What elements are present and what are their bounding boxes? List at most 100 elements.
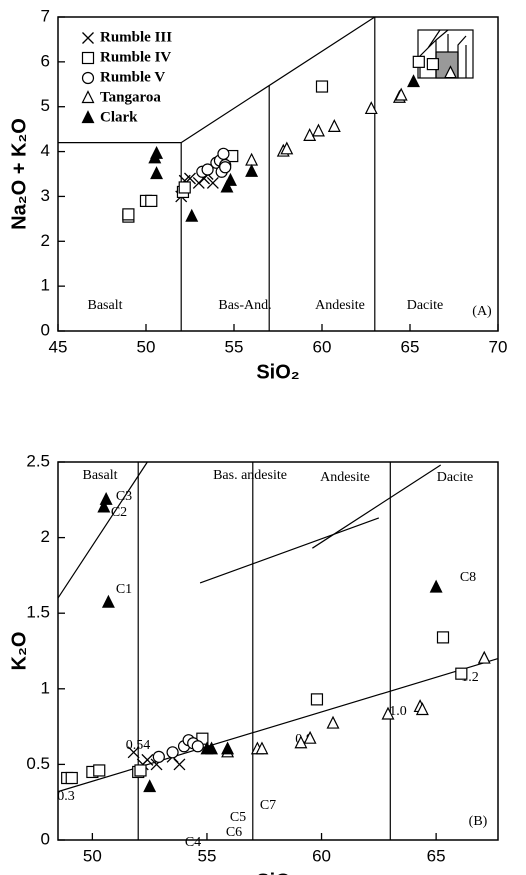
marker-triangle [303,730,317,744]
marker-x [141,753,154,766]
marker-square [93,764,106,777]
annotation: Andesite [315,298,365,313]
boundary-line [180,16,376,144]
annotation: C8 [460,570,476,585]
marker-triangle [381,706,395,720]
marker-circle [166,746,179,759]
marker-filled-triangle [97,499,111,513]
marker-filled-triangle [185,208,199,222]
legend-label: Rumble III [100,29,172,45]
x-tick-label: 50 [137,337,156,356]
y-tick-label: 1 [41,276,50,295]
legend-label: Tangaroa [100,89,161,105]
marker-square [315,80,329,93]
marker-triangle [312,123,325,137]
annotation: C6 [226,825,242,840]
y-tick-label: 2.5 [26,451,50,470]
y-tick-label: 4 [41,141,50,160]
marker-triangle [444,65,457,79]
annotation: Bas. andesite [213,468,287,483]
boundary-line [57,657,499,793]
marker-triangle [415,702,429,716]
x-tick-label: 60 [313,337,332,356]
marker-filled-triangle [224,172,237,186]
marker-triangle [294,735,308,749]
marker-triangle [364,101,378,115]
marker-triangle [327,119,341,132]
marker-circle [152,750,165,763]
marker-x [173,758,186,771]
y-tick-label: 1.5 [26,603,50,622]
x-tick-label: 45 [49,337,68,356]
annotation: Basalt [83,468,118,483]
marker-square [134,764,147,777]
y-tick-label: 6 [41,51,50,70]
annotation: C3 [116,489,132,504]
y-tick-label: 0.5 [26,754,50,773]
marker-triangle [303,128,317,141]
annotation: Andesite [320,470,370,485]
marker-filled-triangle [150,145,164,159]
y-axis-title: Na₂O + K₂O [8,118,30,230]
x-axis-title: SiO₂ [256,870,299,875]
plot-frame [57,461,499,841]
x-tick-label: 55 [225,337,244,356]
x-tick-label: 55 [197,846,216,865]
boundary-line [199,517,380,584]
plot-frame [57,16,499,332]
marker-square [65,771,78,785]
y-tick-label: 0 [41,320,50,339]
legend-marker [81,71,95,85]
legend-label: Rumble IV [100,49,171,65]
marker-circle [201,163,214,176]
y-tick-label: 3 [41,186,50,205]
marker-square [412,55,425,68]
inset-diagram [417,29,474,79]
annotation: C2 [111,505,127,520]
annotation: C4 [185,835,201,850]
y-tick-label: 5 [41,96,50,115]
annotation: (B) [469,814,488,829]
marker-square [426,57,439,71]
x-axis-title: SiO₂ [256,361,299,383]
legend-marker [82,32,94,44]
y-tick-label: 7 [41,6,50,25]
x-tick-label: 65 [401,337,420,356]
marker-filled-triangle [245,163,259,177]
x-tick-label: 70 [489,337,508,356]
legend-marker [81,90,95,104]
marker-filled-triangle [143,779,157,793]
legend-marker [81,110,95,124]
annotation: 0.3 [57,789,75,804]
x-tick-label: 60 [312,846,331,865]
marker-triangle [326,715,340,729]
marker-triangle [280,141,294,155]
y-tick-label: 2 [41,527,50,546]
marker-square [178,181,191,194]
x-tick-label: 65 [427,846,446,865]
marker-filled-triangle [205,741,219,755]
marker-square [455,667,468,680]
marker-triangle [255,741,269,755]
marker-square [310,693,324,706]
legend-marker [81,51,95,65]
annotation: 1.0 [389,704,407,719]
y-tick-label: 2 [41,231,50,250]
marker-x [127,746,140,759]
annotation: Bas-And. [218,298,271,313]
y-tick-label: 0 [41,829,50,848]
marker-filled-triangle [429,579,443,593]
marker-filled-triangle [150,166,164,180]
boundary-line [57,461,148,599]
marker-filled-triangle [101,594,115,608]
y-axis-title: K₂O [8,632,30,671]
marker-triangle [477,650,491,664]
marker-circle [191,740,204,753]
x-tick-label: 50 [83,846,102,865]
marker-circle [219,161,232,174]
marker-circle [217,147,230,160]
legend-label: Rumble V [100,69,165,85]
marker-square [145,194,158,208]
legend-label: Clark [100,109,138,125]
